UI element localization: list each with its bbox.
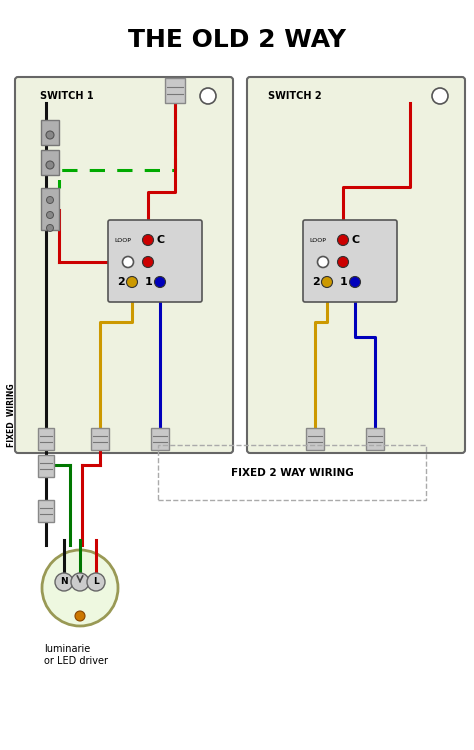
- Text: L: L: [93, 578, 99, 586]
- Bar: [306, 428, 324, 450]
- Text: 1: 1: [340, 277, 348, 287]
- Text: THE OLD 2 WAY: THE OLD 2 WAY: [128, 28, 346, 52]
- Text: 2: 2: [117, 277, 125, 287]
- Text: 2: 2: [312, 277, 320, 287]
- Circle shape: [318, 256, 328, 268]
- Circle shape: [46, 161, 54, 169]
- Circle shape: [122, 256, 134, 268]
- Bar: [158, 445, 426, 500]
- Text: luminarie
or LED driver: luminarie or LED driver: [44, 644, 108, 665]
- Circle shape: [155, 277, 165, 287]
- Circle shape: [349, 277, 361, 287]
- Bar: [366, 428, 384, 450]
- FancyBboxPatch shape: [108, 220, 202, 302]
- Circle shape: [75, 611, 85, 621]
- Circle shape: [200, 88, 216, 104]
- Text: LOOP: LOOP: [114, 238, 131, 242]
- Circle shape: [46, 131, 54, 139]
- Circle shape: [143, 235, 154, 245]
- Bar: [38, 428, 54, 450]
- Text: SWITCH 2: SWITCH 2: [268, 91, 322, 101]
- Text: FIXED  WIRING: FIXED WIRING: [8, 383, 17, 447]
- Bar: [91, 428, 109, 450]
- Text: C: C: [157, 235, 165, 245]
- Circle shape: [42, 550, 118, 626]
- Bar: [38, 500, 54, 522]
- Bar: [38, 455, 54, 477]
- Circle shape: [46, 224, 54, 232]
- Bar: [41, 120, 59, 145]
- Text: LOOP: LOOP: [309, 238, 326, 242]
- Circle shape: [46, 211, 54, 218]
- Circle shape: [87, 573, 105, 591]
- Text: FIXED 2 WAY WIRING: FIXED 2 WAY WIRING: [231, 467, 354, 478]
- Circle shape: [321, 277, 332, 287]
- Bar: [41, 188, 59, 230]
- Text: C: C: [352, 235, 360, 245]
- FancyBboxPatch shape: [247, 77, 465, 453]
- Bar: [151, 428, 169, 450]
- Circle shape: [432, 88, 448, 104]
- Circle shape: [337, 256, 348, 268]
- FancyBboxPatch shape: [303, 220, 397, 302]
- Text: N: N: [60, 578, 68, 586]
- Circle shape: [55, 573, 73, 591]
- Text: SWITCH 1: SWITCH 1: [40, 91, 94, 101]
- Bar: [165, 78, 185, 103]
- Circle shape: [71, 573, 89, 591]
- Bar: [41, 150, 59, 175]
- Circle shape: [337, 235, 348, 245]
- Circle shape: [143, 256, 154, 268]
- Text: 1: 1: [145, 277, 153, 287]
- FancyBboxPatch shape: [15, 77, 233, 453]
- Circle shape: [46, 196, 54, 203]
- Circle shape: [127, 277, 137, 287]
